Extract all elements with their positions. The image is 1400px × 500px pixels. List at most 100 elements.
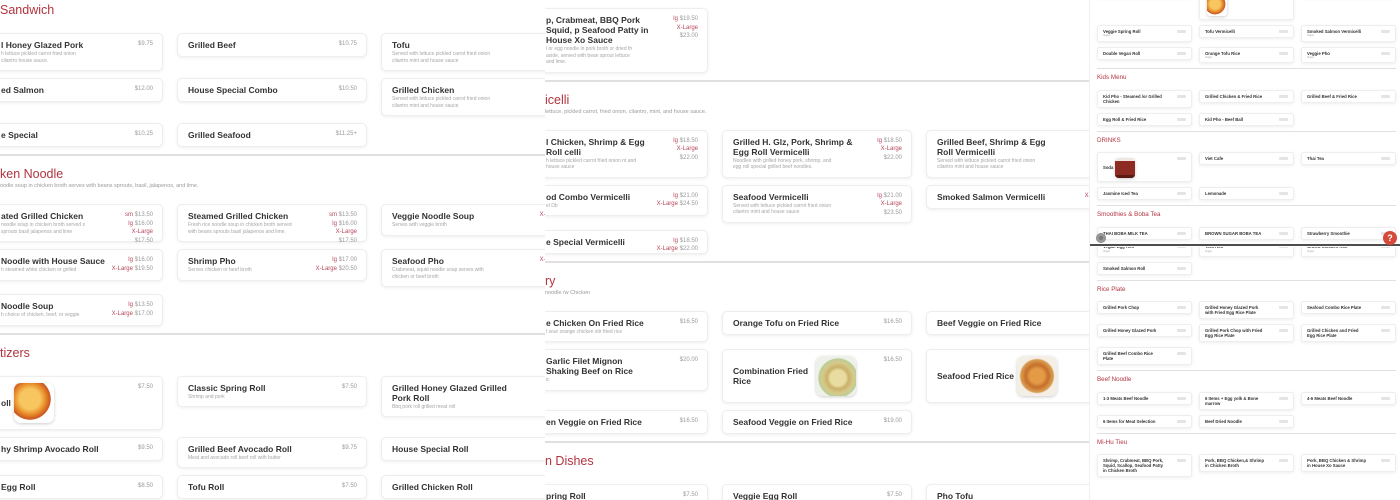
menu-item-card[interactable]: lg $17.00 X-Large $20.50 Shrimp Pho Serves …	[177, 249, 367, 281]
menu-item-card[interactable]: Beef Dried Noodle	[1199, 414, 1294, 428]
menu-item-card[interactable]: lg $18.50 X-Large $22.00 e Special Vermice…	[545, 229, 708, 254]
menu-item-card[interactable]: $19.00 Seafood Veggie on Fried Rice	[722, 410, 912, 434]
item-header: 6 Items for Meat Selection	[1103, 419, 1186, 424]
item-price: lg $19.50 X-Large $23.00	[673, 15, 698, 41]
price-line: sm $13.50	[329, 211, 357, 220]
menu-item-card[interactable]: Seafood Combo Rice Plate	[1301, 301, 1396, 315]
menu-row: $7.50 pring Roll $7.50 Veggie Egg Roll Pho T…	[545, 484, 1090, 500]
scroll-indicator-icon[interactable]	[1096, 233, 1106, 243]
menu-item-card[interactable]: Thai Tea	[1301, 152, 1396, 166]
menu-item-card[interactable]: $12.00 ed Salmon	[0, 78, 163, 102]
menu-item-card[interactable]: X-Large Smoked Salmon Vermicelli	[926, 184, 1090, 209]
menu-item-card[interactable]: Orange Tofu Rice Vegan	[1199, 46, 1294, 64]
menu-item-card[interactable]: Kid Pho - Steamed /or Grilled Chicken	[1097, 89, 1192, 108]
menu-item-card[interactable]: Grilled Beef, Shrimp & Egg Roll Vermicel…	[926, 129, 1090, 178]
menu-item-card[interactable]: lg $16.00 X-Large $19.50 Noodle with House…	[0, 249, 163, 281]
menu-item-card[interactable]: Grilled Honey Glazed Grilled Pork Roll Bb…	[381, 375, 545, 417]
menu-item-card[interactable]: lg $21.00 X-Large $24.50 od Combo Vermicel…	[545, 184, 708, 216]
menu-item-card[interactable]: $7.50 oll	[0, 375, 163, 430]
menu-item-card[interactable]: House Special Roll	[381, 436, 545, 461]
menu-item-card[interactable]: $16.50 e Chicken On Fried Rice l sour oran…	[545, 310, 708, 342]
menu-item-card[interactable]: $10.50 House Special Combo	[177, 78, 367, 102]
menu-item-card[interactable]: Grilled Beef & Fried Rice	[1301, 89, 1396, 103]
menu-item-card[interactable]: $10.25 e Special	[0, 123, 163, 147]
menu-item-card[interactable]: Egg Roll & Fried Rice	[1097, 112, 1192, 126]
menu-item-card[interactable]: Smoked Salmon Roll	[1097, 261, 1192, 275]
menu-item-card[interactable]: $7.50 Classic Spring Roll Shrimp and pork	[177, 375, 367, 407]
menu-item-card[interactable]: lg $18.50 X-Large $22.00 l Chicken, Shrimp …	[545, 129, 708, 178]
menu-item-card[interactable]: Strawberry Smoothie	[1301, 226, 1396, 240]
menu-item-card[interactable]: Jasmine Iced Tea	[1097, 187, 1192, 201]
price-amount: $16.50	[883, 357, 902, 363]
menu-item-card[interactable]: Grilled Honey Glazed Pork	[1097, 324, 1192, 338]
menu-item-card[interactable]: Grilled Chicken Roll	[381, 475, 545, 499]
menu-item-card[interactable]: Vegan	[1199, 0, 1294, 20]
menu-item-card[interactable]: Grilled Pork Chop with Fried Egg Rice Pl…	[1199, 324, 1294, 343]
menu-item-card[interactable]: Beef Veggie on Fried Rice	[926, 310, 1090, 335]
menu-item-card[interactable]: Tofu Served with lettuce pickled carrot f…	[381, 33, 545, 71]
menu-view-left[interactable]: Sandwich $9.75 l Honey Glazed Pork h lettuc…	[0, 0, 545, 500]
menu-item-card[interactable]: Grilled Beef Combo Rice Plate	[1097, 347, 1192, 366]
menu-item-card[interactable]: Smoked Salmon Vermicelli Vegan	[1301, 24, 1396, 42]
menu-item-card[interactable]: Grilled Chicken and Fried Egg Rice Plate	[1301, 324, 1396, 343]
menu-item-card[interactable]: lg $13.50 X-Large $17.00 Noodle Soup h choi…	[0, 294, 163, 326]
menu-item-card[interactable]: Pork, BBQ Chicken & Shrimp in House Xo S…	[1301, 454, 1396, 473]
menu-item-card[interactable]: Seafood Fried Rice	[926, 349, 1090, 403]
menu-item-card[interactable]: Veggie Pho Vegan	[1301, 46, 1396, 64]
menu-item-card[interactable]: Pho Tofu	[926, 484, 1090, 500]
menu-item-card[interactable]: Tofu Vermicelli	[1199, 24, 1294, 38]
menu-item-card[interactable]: $16.50 en Veggie on Fried Rice	[545, 410, 708, 434]
menu-item-card[interactable]: lg $21.00 X-Large $23.50 Seafood Vermicelli…	[722, 184, 912, 223]
price-amount: $17.50	[338, 237, 357, 244]
menu-item-card[interactable]: lg $18.50 X-Large $22.00 Grilled H. Glz, Po…	[722, 129, 912, 178]
menu-item-card[interactable]: Soda	[1097, 152, 1192, 183]
item-description: Served with lettuce pickled carrot fried…	[937, 157, 1036, 171]
menu-item-card[interactable]: Double Vegan Roll	[1097, 46, 1192, 60]
menu-item-card[interactable]: Shrimp, Crabmeat, BBQ Pork, Squid, Scall…	[1097, 454, 1192, 478]
menu-item-card[interactable]: $7.50 Tofu Roll	[177, 475, 367, 499]
menu-item-card[interactable]: Grilled Chicken & Fried Rice	[1199, 89, 1294, 103]
menu-item-card[interactable]: Lemonade	[1199, 187, 1294, 201]
menu-item-card[interactable]: Grilled Chicken Served with lettuce pickl…	[381, 78, 545, 116]
menu-row: sm $13.50 lg $16.00 X-Large $17.50 ated Gril…	[0, 204, 545, 244]
menu-item-card[interactable]: Kid Pho - Beef Ball	[1199, 112, 1294, 126]
item-header: Grilled Chicken and Fried Egg Rice Plate	[1307, 328, 1390, 338]
menu-item-card[interactable]: 1-3 Meats Beef Noodle	[1097, 391, 1192, 405]
price-line: X-Large	[540, 211, 545, 220]
menu-item-card[interactable]: $7.50 Veggie Egg Roll	[722, 484, 912, 500]
menu-item-card[interactable]: sm $13.50 lg $16.00 X-Large $17.50 ated Gril…	[0, 204, 163, 244]
menu-item-card[interactable]: $20.00 Garlic Filet Mignon Shaking Beef o…	[545, 349, 708, 391]
item-header: Beef Veggie on Fried Rice	[937, 318, 1090, 328]
menu-item-card[interactable]: $9.75 l Honey Glazed Pork h lettuce pickle…	[0, 33, 163, 71]
menu-item-card[interactable]: Grilled Pork Chop	[1097, 301, 1192, 315]
menu-item-card[interactable]: $9.75 Grilled Beef Avocado Roll Meat and a…	[177, 436, 367, 468]
menu-item-card[interactable]: 6 Items + Egg yolk & Bone marrow	[1199, 391, 1294, 410]
menu-item-card[interactable]: $10.75 Grilled Beef	[177, 33, 367, 57]
menu-item-card[interactable]: $8.50 Egg Roll	[0, 475, 163, 499]
menu-item-card[interactable]: $11.25+ Grilled Seafood	[177, 123, 367, 147]
menu-item-card[interactable]: BROWN SUGAR BOBA TEA	[1199, 226, 1294, 240]
size-label: sm	[124, 212, 133, 218]
menu-item-card[interactable]: 4-6 Meats Beef Noodle	[1301, 391, 1396, 405]
menu-item-card[interactable]: Grilled Honey Glazed Pork with Fried Egg…	[1199, 301, 1294, 320]
menu-item-card[interactable]: sm $13.50 lg $16.00 X-Large $17.50 Steamed G…	[177, 204, 367, 244]
menu-item-card[interactable]: Viet Cafe	[1199, 152, 1294, 166]
menu-item-card[interactable]: Veggie Spring Roll Vegan	[1097, 24, 1192, 42]
menu-item-card[interactable]: THAI BOBA MILK TEA	[1097, 226, 1192, 240]
menu-item-card[interactable]: $16.50 Orange Tofu on Fried Rice	[722, 310, 912, 335]
menu-item-card[interactable]: $9.50 hy Shrimp Avocado Roll	[0, 436, 163, 461]
menu-item-card[interactable]: 6 Items for Meat Selection	[1097, 414, 1192, 428]
menu-view-middle[interactable]: lg $19.50 X-Large $23.00 p, Crabmeat, BBQ P…	[545, 0, 1090, 500]
menu-item-card[interactable]: $16.50 Combination Fried Rice	[722, 349, 912, 403]
menu-item-card[interactable]: $7.50 pring Roll	[545, 484, 708, 500]
help-button[interactable]: ?	[1383, 231, 1397, 245]
menu-item-card[interactable]: lg $19.50 X-Large $23.00 p, Crabmeat, BBQ P…	[545, 8, 708, 73]
menu-item-card[interactable]: Pork, BBQ Chicken,& Shrimp in Chicken Br…	[1199, 454, 1294, 473]
